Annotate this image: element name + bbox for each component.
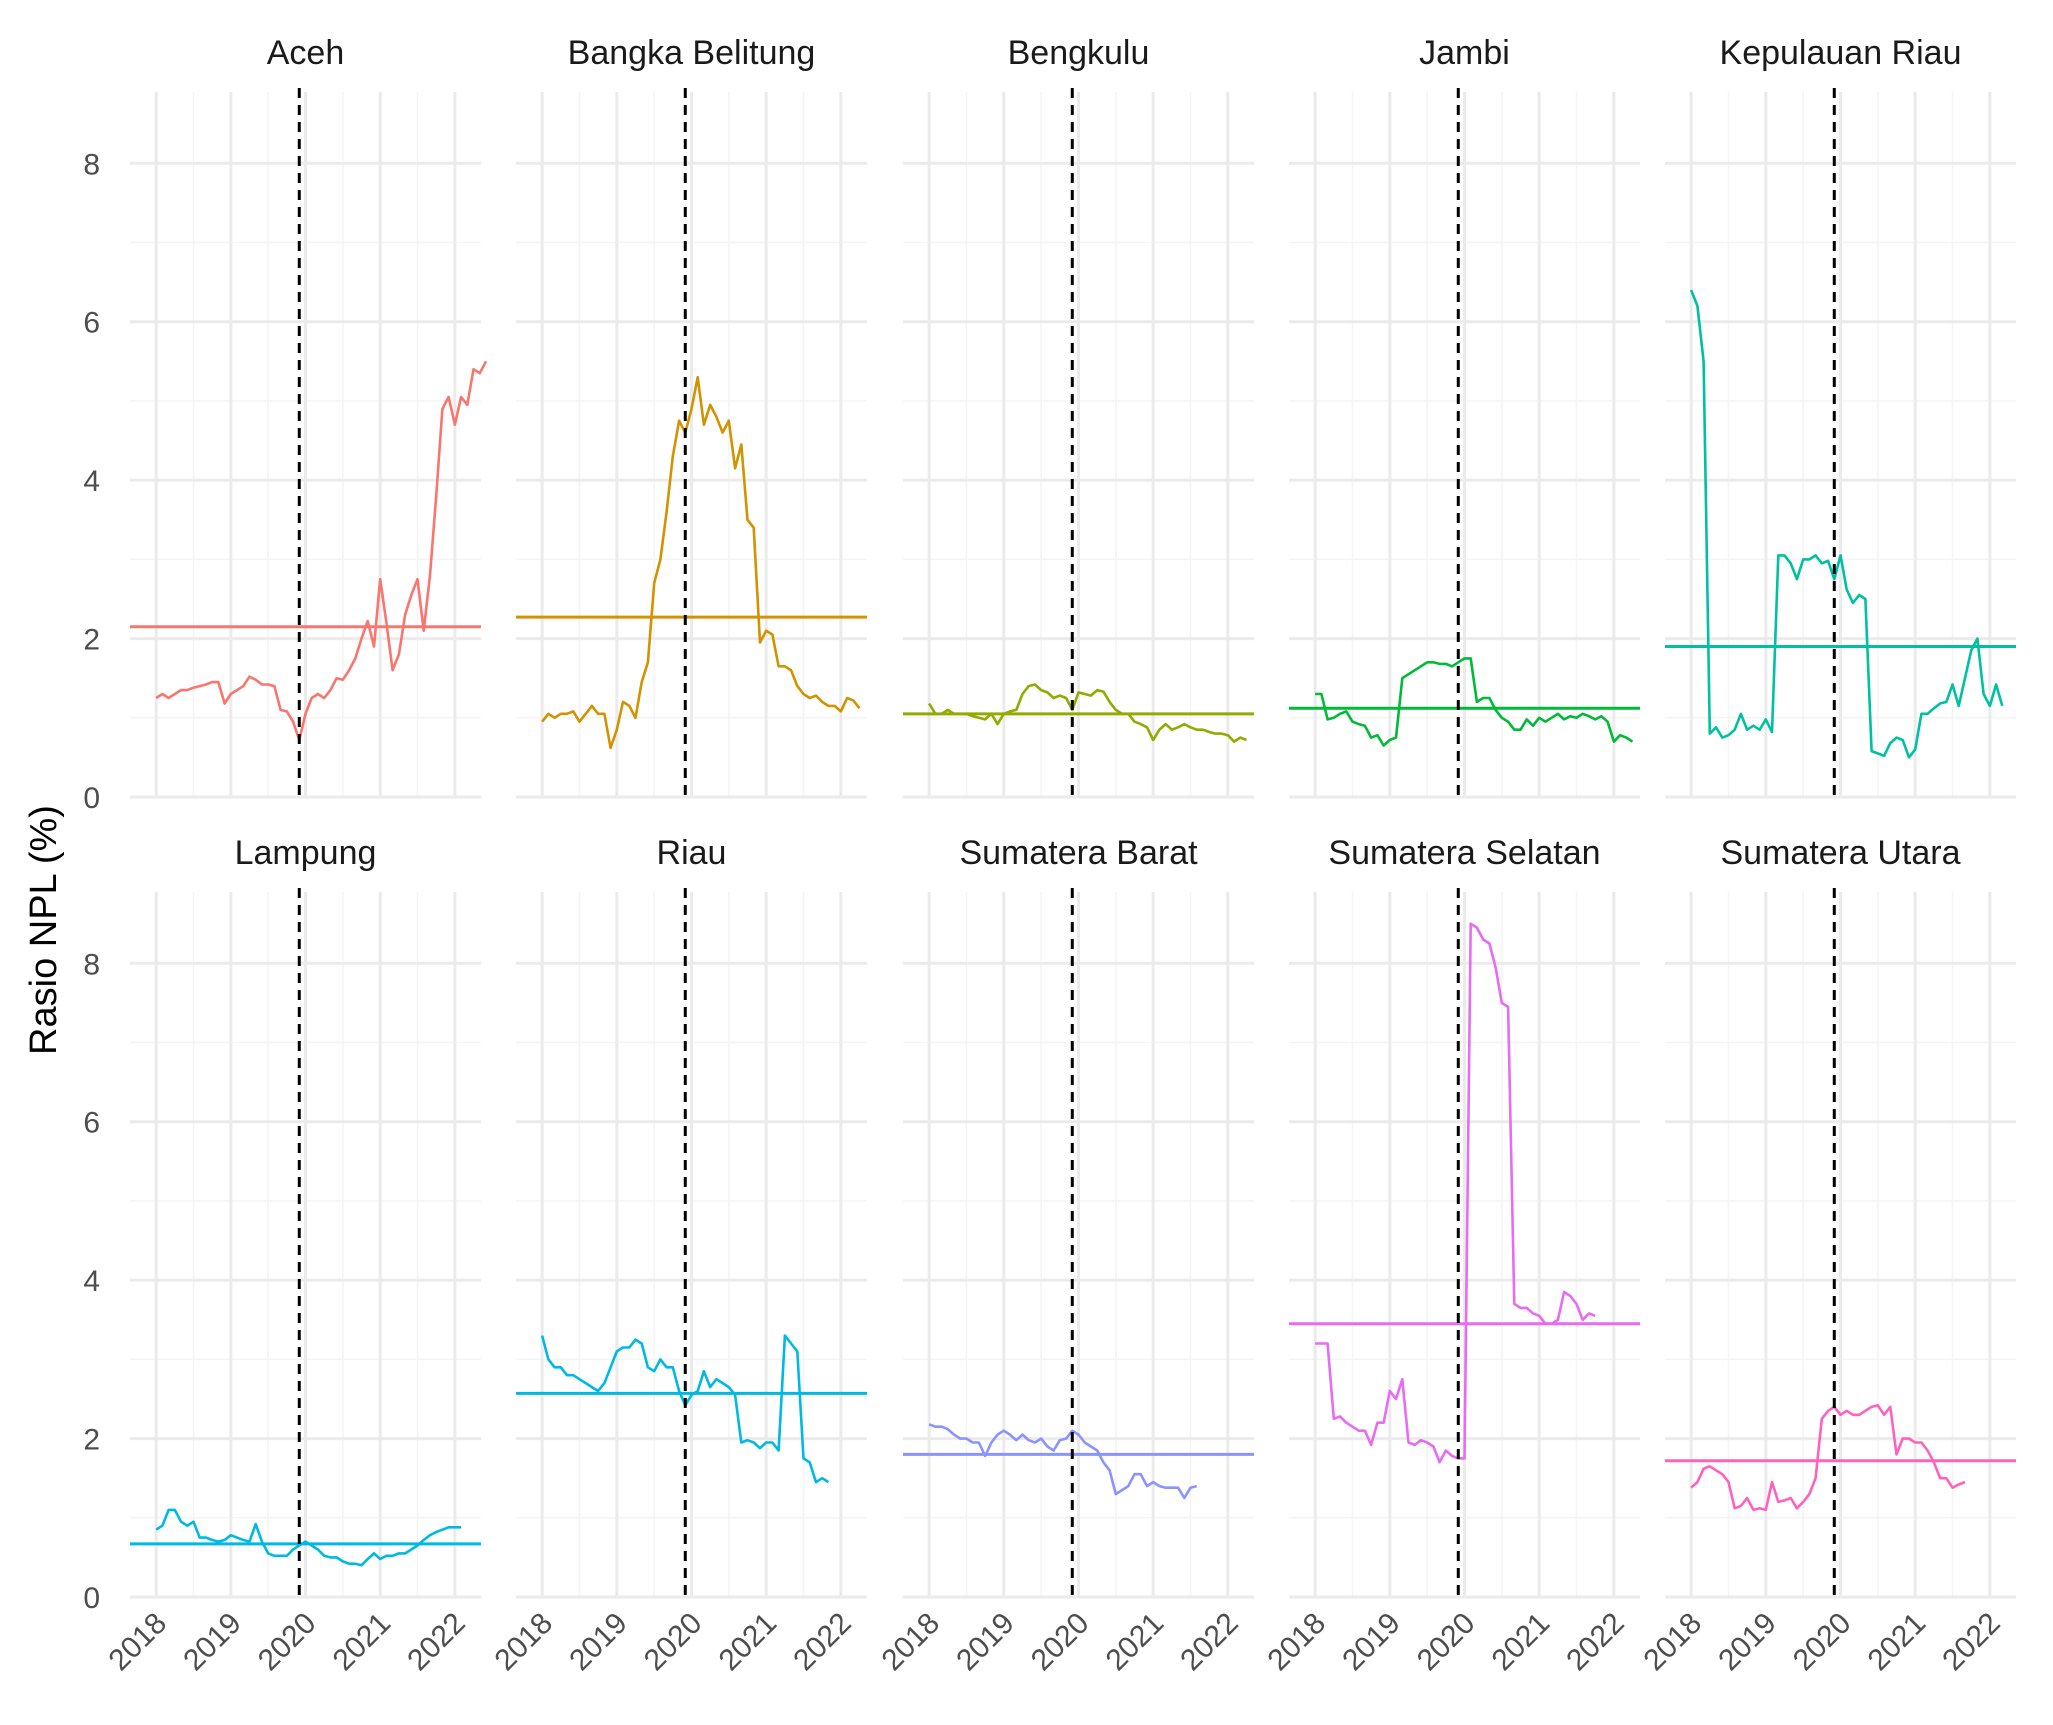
y-tick-label: 0 [83,1582,100,1615]
series-line [1690,1404,1966,1512]
panel-title: Sumatera Barat [959,834,1198,872]
panel-bangka-belitung: Bangka Belitung [516,34,867,799]
y-tick-label: 2 [83,1424,100,1457]
panel-title: Lampung [235,834,377,872]
panel-kepulauan-riau: Kepulauan Riau [1665,34,2016,799]
y-tick-label: 0 [83,782,100,815]
series-line [1315,657,1634,747]
y-axis-title: Rasio NPL (%) [23,805,65,1055]
series-line [155,1508,462,1567]
series-line [1315,922,1596,1464]
panel-title: Kepulauan Riau [1720,34,1962,72]
panel-title: Sumatera Selatan [1328,834,1600,872]
panels: Aceh 0 2 4 6 8 Bangka Belitung Bengkulu Jambi Kep… [83,34,2016,1677]
series-line [927,683,1247,743]
y-tick-label: 4 [83,465,100,498]
panel-jambi: Jambi [1289,34,1640,799]
panel-title: Bangka Belitung [568,34,816,72]
panel-title: Jambi [1419,34,1510,72]
series-line [928,1423,1198,1500]
series-line [541,375,861,750]
panel-title: Aceh [267,34,345,72]
y-tick-label: 8 [83,148,100,181]
panel-title: Riau [657,834,727,872]
y-tick-label: 6 [83,307,100,340]
y-tick-label: 6 [83,1107,100,1140]
panel-bengkulu: Bengkulu [903,34,1254,799]
panel-title: Bengkulu [1008,34,1150,72]
series-line [1689,289,2004,759]
y-tick-label: 2 [83,624,100,657]
y-tick-label: 4 [83,1265,100,1298]
panel-title: Sumatera Utara [1721,834,1961,872]
series-line [155,360,488,742]
y-tick-label: 8 [83,948,100,981]
panel-aceh: Aceh 0 2 4 6 8 [83,34,488,815]
